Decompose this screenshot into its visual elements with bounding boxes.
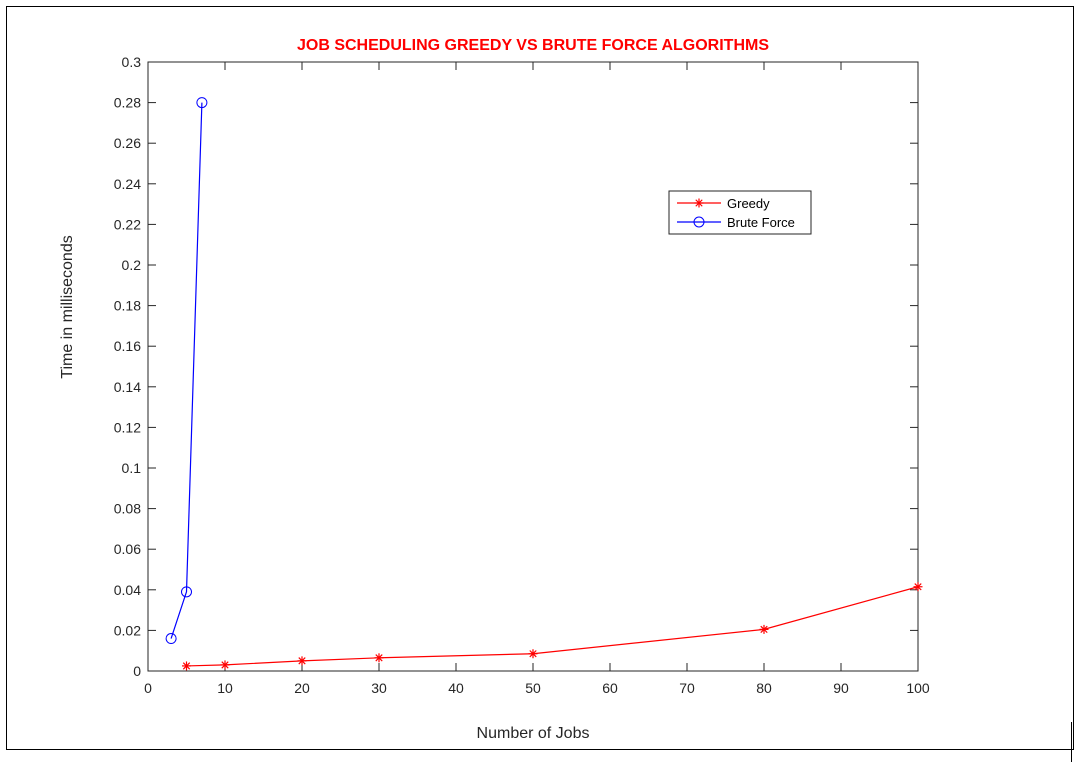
chart-title: JOB SCHEDULING GREEDY VS BRUTE FORCE ALG… (297, 37, 769, 54)
legend-box (668, 190, 812, 235)
x-tick-label: 100 (906, 680, 930, 696)
series-line (186, 586, 919, 667)
data-point (694, 198, 704, 208)
series-brute-force (165, 97, 208, 645)
legend-item: Greedy (677, 196, 770, 211)
data-point (297, 656, 307, 666)
x-tick-label: 60 (602, 680, 618, 696)
legend-item: Brute Force (677, 215, 795, 230)
y-tick-label: 0.28 (114, 95, 141, 111)
y-tick-label: 0.04 (114, 582, 141, 598)
x-tick-label: 0 (144, 680, 152, 696)
x-tick-label: 90 (833, 680, 849, 696)
legend: Greedy Brute Force (668, 190, 812, 235)
y-tick-label: 0.1 (122, 460, 142, 476)
y-tick-label: 0.2 (122, 257, 142, 273)
data-point (913, 582, 923, 592)
x-tick-label: 30 (371, 680, 387, 696)
data-point (374, 653, 384, 663)
data-point (528, 649, 538, 659)
legend-label: Brute Force (727, 215, 795, 230)
figure-frame (6, 6, 1074, 750)
x-tick-label: 40 (448, 680, 464, 696)
plot-area (147, 61, 919, 672)
y-tick-label: 0.24 (114, 176, 141, 192)
data-point (196, 97, 208, 109)
x-axis-label: Number of Jobs (477, 725, 590, 742)
x-tick-label: 10 (217, 680, 233, 696)
data-point (182, 661, 191, 671)
data-point (693, 216, 705, 228)
data-point (181, 586, 192, 598)
y-tick-label: 0.3 (122, 54, 142, 70)
series-greedy (182, 582, 923, 671)
x-tick-label: 70 (679, 680, 695, 696)
legend-label: Greedy (727, 196, 770, 211)
x-tick-label: 50 (525, 680, 541, 696)
y-tick-label: 0.26 (114, 135, 141, 151)
y-tick-label: 0 (133, 663, 141, 679)
data-point (220, 660, 230, 670)
data-point (165, 633, 177, 645)
y-tick-label: 0.02 (114, 622, 141, 638)
y-tick-label: 0.14 (114, 379, 141, 395)
series-layer (165, 97, 923, 671)
edge-mark (1071, 722, 1072, 762)
data-point (759, 624, 769, 634)
y-axis-label: Time in milliseconds (59, 235, 76, 378)
series-line (170, 102, 203, 639)
x-tick-label: 20 (294, 680, 310, 696)
y-tick-label: 0.12 (114, 419, 141, 435)
axis-ticks: 0 10 20 30 40 50 60 70 80 90 100 0 0.02 0.04 0.06 0.08 0… (114, 54, 930, 696)
y-tick-label: 0.18 (114, 298, 141, 314)
x-tick-label: 80 (756, 680, 772, 696)
y-tick-label: 0.06 (114, 541, 141, 557)
y-tick-label: 0.16 (114, 338, 141, 354)
y-tick-label: 0.08 (114, 501, 141, 517)
y-tick-label: 0.22 (114, 216, 141, 232)
